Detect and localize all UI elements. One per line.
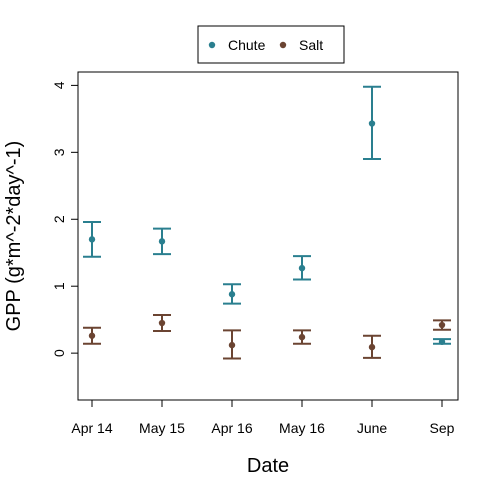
data-point: [158, 238, 166, 245]
y-axis: 0 1 2 3 4: [51, 81, 79, 357]
x-tick-label: Apr 14: [71, 420, 112, 436]
data-point: [298, 333, 306, 341]
data-point: [298, 264, 306, 272]
chart-marks: [83, 85, 451, 360]
y-tick-label: 2: [51, 215, 67, 223]
legend-marker-salt: [279, 41, 287, 49]
data-point: [368, 343, 376, 351]
series-chute: [83, 85, 451, 345]
y-tick-label: 1: [51, 282, 67, 290]
y-tick-label: 0: [51, 349, 67, 357]
data-point: [158, 319, 166, 327]
legend-label-chute: Chute: [228, 37, 266, 53]
data-point: [438, 338, 446, 345]
x-axis-label: Date: [247, 455, 289, 477]
y-tick-label: 4: [51, 81, 67, 89]
x-tick-label: Sep: [430, 420, 455, 436]
y-axis-label: GPP (g*m^-2*day^-1): [3, 141, 25, 332]
legend-marker-chute: [208, 41, 216, 49]
x-tick-label: June: [357, 420, 388, 436]
x-tick-label: May 16: [279, 420, 325, 436]
y-tick-label: 3: [51, 148, 67, 156]
data-point: [438, 321, 446, 329]
data-point: [368, 120, 376, 127]
legend: Chute Salt: [197, 25, 345, 64]
data-point: [228, 291, 236, 298]
data-point: [88, 236, 96, 243]
legend-label-salt: Salt: [299, 37, 323, 53]
plot-frame: [77, 71, 459, 401]
legend-box: [197, 25, 345, 64]
data-point: [88, 332, 96, 339]
x-tick-label: May 15: [139, 420, 185, 436]
data-point: [228, 341, 236, 349]
series-salt: [83, 313, 451, 360]
x-axis: Apr 14 May 15 Apr 16 May 16 June Sep: [71, 399, 455, 436]
x-tick-label: Apr 16: [211, 420, 252, 436]
